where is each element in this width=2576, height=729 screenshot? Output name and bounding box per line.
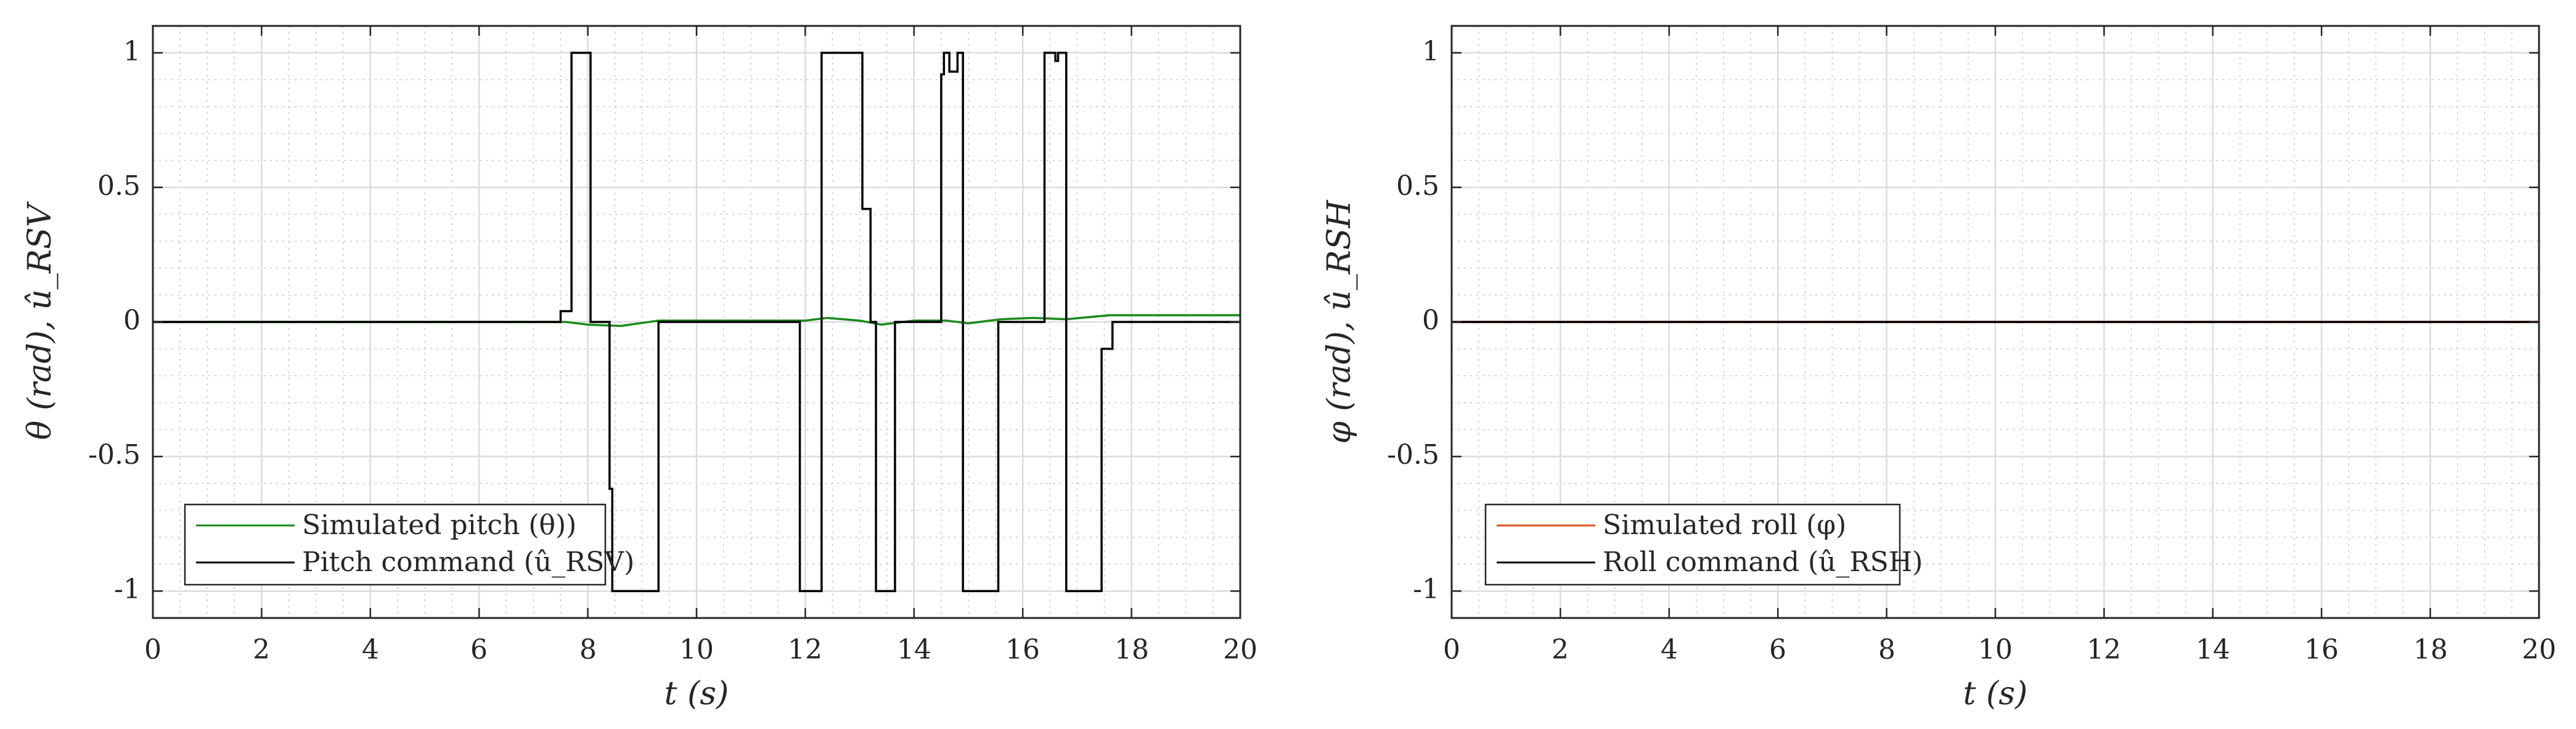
pitch-x-tick-label: 18 <box>1114 634 1149 665</box>
roll-x-tick-label: 14 <box>2196 634 2230 665</box>
pitch-y-axis-label: θ (rad), û_RSV <box>22 201 59 440</box>
roll-x-tick-labels: 0 2 4 6 8 10 12 14 16 18 20 <box>1443 634 2556 665</box>
pitch-x-axis-label: t (s) <box>664 675 729 712</box>
pitch-x-tick-labels: 0 2 4 6 8 10 12 14 16 18 20 <box>144 634 1257 665</box>
pitch-legend: Simulated pitch (θ)) Pitch command (û_RS… <box>184 503 634 586</box>
roll-x-tick-label: 8 <box>1878 634 1895 665</box>
roll-y-tick-label: 1 <box>1422 36 1439 67</box>
roll-x-tick-label: 16 <box>2304 634 2339 665</box>
pitch-y-tick-label: -1 <box>114 574 141 605</box>
pitch-x-tick-label: 12 <box>788 634 822 665</box>
roll-x-tick-label: 10 <box>1978 634 2013 665</box>
roll-x-tick-label: 12 <box>2087 634 2121 665</box>
pitch-legend-box <box>184 503 607 586</box>
roll-x-tick-label: 20 <box>2522 634 2556 665</box>
roll-x-tick-label: 6 <box>1769 634 1786 665</box>
pitch-series-layer <box>153 51 1240 593</box>
pitch-y-tick-label: -0.5 <box>88 439 141 471</box>
roll-y-tick-labels: 1 0.5 0 -0.5 -1 <box>1387 36 1439 605</box>
pitch-x-tick-label: 16 <box>1005 634 1040 665</box>
roll-y-tick-label: 0 <box>1422 305 1439 336</box>
pitch-x-tick-label: 14 <box>897 634 931 665</box>
pitch-tick-marks <box>152 26 1241 618</box>
pitch-legend-label-sim: Simulated pitch (θ)) <box>302 509 576 541</box>
pitch-x-tick-label: 6 <box>470 634 488 665</box>
roll-x-axis-label: t (s) <box>1963 675 2028 712</box>
roll-y-tick-label: -1 <box>1413 574 1439 605</box>
pitch-legend-label-cmd: Pitch command (û_RSV) <box>302 546 634 578</box>
roll-chart: 0 2 4 6 8 10 12 14 16 18 20 1 0.5 0 -0.5… <box>1321 25 2556 712</box>
roll-tick-marks <box>1450 26 2540 618</box>
roll-legend-label-sim: Simulated roll (φ) <box>1603 509 1846 541</box>
roll-x-tick-label: 2 <box>1552 634 1569 665</box>
pitch-y-tick-labels: 1 0.5 0 -0.5 -1 <box>88 36 141 605</box>
pitch-y-tick-label: 0.5 <box>97 170 141 202</box>
pitch-x-tick-label: 10 <box>679 634 714 665</box>
pitch-y-tick-label: 1 <box>123 36 141 67</box>
pitch-x-tick-label: 2 <box>253 634 270 665</box>
roll-legend: Simulated roll (φ) Roll command (û_RSH) <box>1484 503 1923 586</box>
roll-y-axis-label: φ (rad), û_RSH <box>1321 199 1358 444</box>
pitch-x-tick-label: 0 <box>144 634 162 665</box>
roll-legend-label-cmd: Roll command (û_RSH) <box>1603 546 1923 578</box>
roll-x-tick-label: 4 <box>1661 634 1678 665</box>
roll-x-tick-label: 0 <box>1443 634 1460 665</box>
pitch-series-line-1 <box>153 51 1240 593</box>
pitch-x-tick-label: 20 <box>1223 634 1257 665</box>
roll-x-tick-label: 18 <box>2413 634 2448 665</box>
roll-y-tick-label: 0.5 <box>1396 170 1439 202</box>
pitch-x-tick-label: 4 <box>362 634 379 665</box>
pitch-chart: 0 2 4 6 8 10 12 14 16 18 20 1 0.5 0 -0.5… <box>22 25 1257 712</box>
pitch-y-tick-label: 0 <box>123 305 141 336</box>
roll-legend-box <box>1484 503 1901 586</box>
roll-y-tick-label: -0.5 <box>1387 439 1439 471</box>
pitch-x-tick-label: 8 <box>579 634 597 665</box>
